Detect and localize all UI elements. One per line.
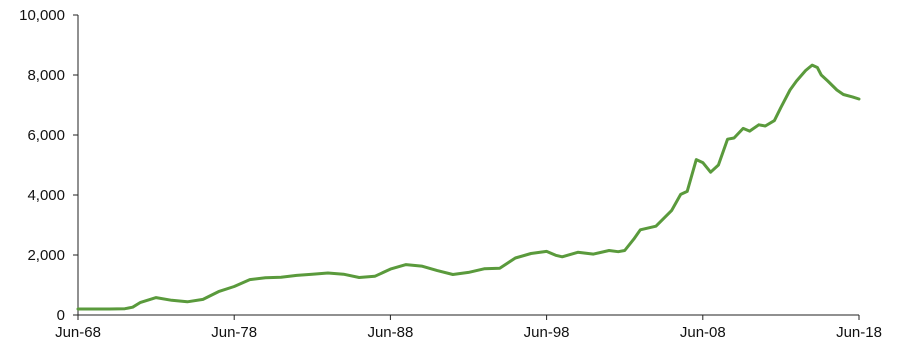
- y-axis: 0 2,000 4,000 6,000 8,000 10,000: [19, 7, 79, 324]
- x-tick-label: Jun-78: [211, 324, 257, 341]
- y-tick-label: 10,000: [19, 7, 65, 24]
- x-tick-label: Jun-68: [55, 324, 101, 341]
- x-tick-label: Jun-08: [680, 324, 726, 341]
- x-tick-label: Jun-18: [836, 324, 882, 341]
- x-axis: Jun-68 Jun-78 Jun-88 Jun-98 Jun-08 Jun-18: [55, 314, 882, 341]
- x-tick-label: Jun-98: [524, 324, 570, 341]
- y-tick-label: 2,000: [27, 247, 65, 264]
- y-tick-label: 6,000: [27, 127, 65, 144]
- x-ticks: Jun-68 Jun-78 Jun-88 Jun-98 Jun-08 Jun-18: [55, 315, 882, 341]
- plot-area: [76, 63, 861, 311]
- y-tick-label: 0: [57, 307, 65, 324]
- x-tick-label: Jun-88: [367, 324, 413, 341]
- y-tick-label: 4,000: [27, 187, 65, 204]
- series-line-0: [76, 63, 861, 311]
- y-ticks: 0 2,000 4,000 6,000 8,000 10,000: [19, 7, 78, 324]
- y-tick-label: 8,000: [27, 67, 65, 84]
